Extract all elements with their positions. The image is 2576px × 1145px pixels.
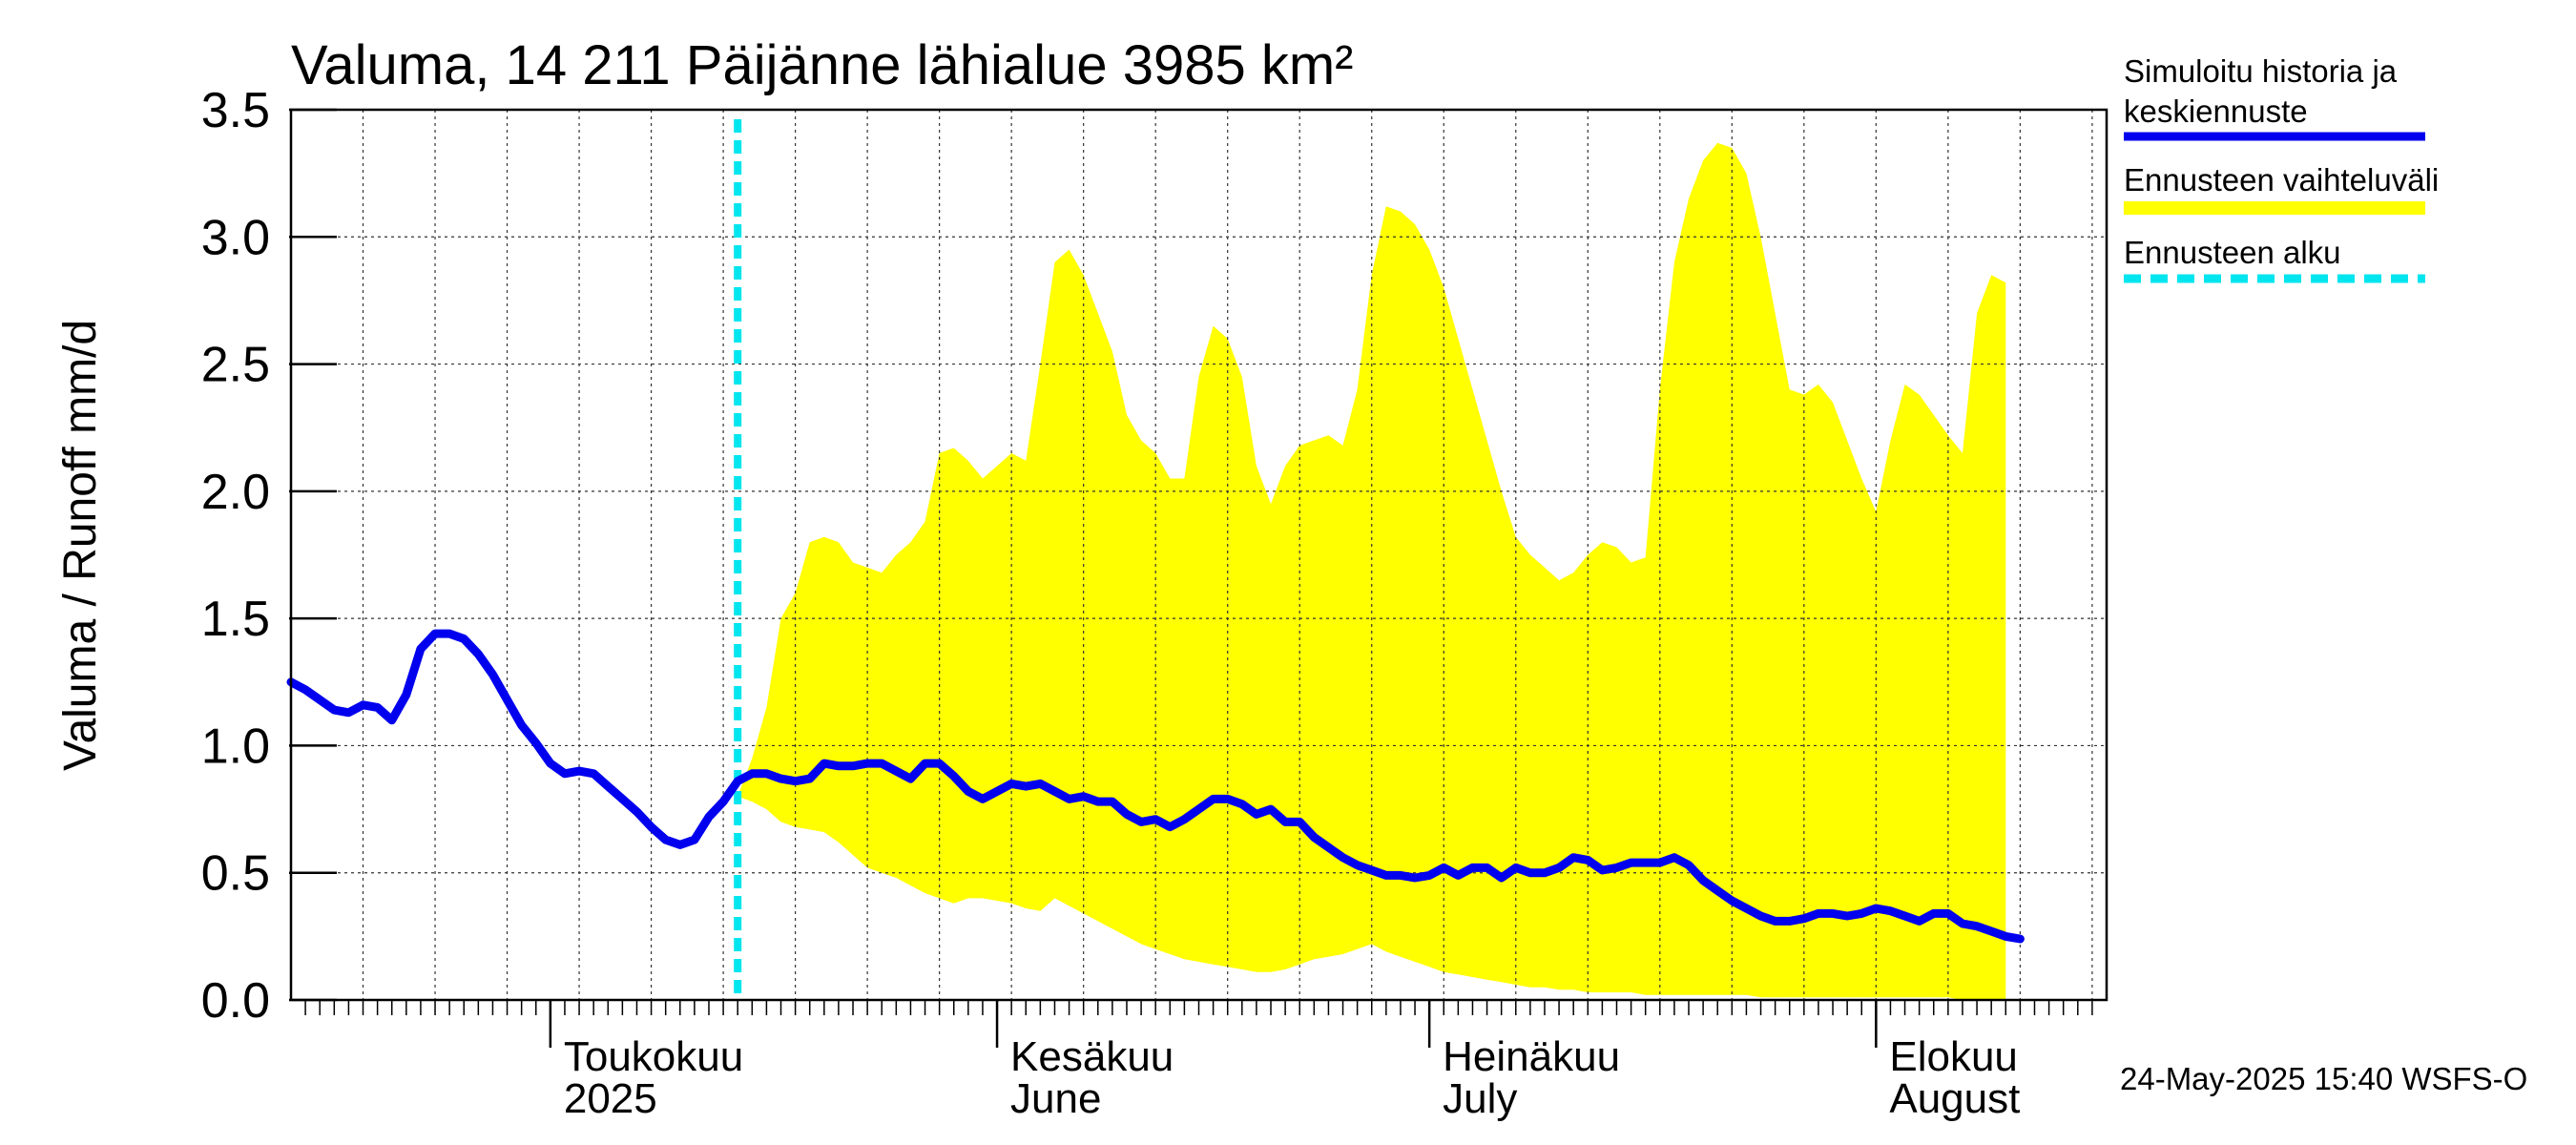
y-axis-label: Valuma / Runoff mm/d xyxy=(55,320,106,771)
legend-start-label: Ennusteen alku xyxy=(2124,235,2341,270)
chart-title: Valuma, 14 211 Päijänne lähialue 3985 km… xyxy=(291,34,1353,96)
x-month-label: Elokuu xyxy=(1889,1033,2018,1080)
y-tick-label: 1.5 xyxy=(201,592,270,647)
x-month-sublabel: June xyxy=(1010,1075,1101,1122)
legend: Simuloitu historia ja keskiennuste Ennus… xyxy=(2124,53,2439,283)
x-month-sublabel: 2025 xyxy=(564,1075,657,1122)
x-month-label: Kesäkuu xyxy=(1010,1033,1174,1080)
y-tick-label: 2.5 xyxy=(201,338,270,393)
legend-history-label-line2: keskiennuste xyxy=(2124,94,2308,129)
x-month-label: Heinäkuu xyxy=(1443,1033,1620,1080)
legend-range-label: Ennusteen vaihteluväli xyxy=(2124,162,2439,198)
y-tick-label: 1.0 xyxy=(201,718,270,774)
y-tick-label: 3.0 xyxy=(201,210,270,265)
history-line xyxy=(286,629,2025,944)
history-layer xyxy=(286,119,2025,1000)
x-month-label: Toukokuu xyxy=(564,1033,743,1080)
timestamp: 24-May-2025 15:40 WSFS-O xyxy=(2120,1061,2527,1096)
grid xyxy=(291,109,2107,1000)
y-tick-label: 0.5 xyxy=(201,846,270,902)
x-month-sublabel: July xyxy=(1443,1075,1517,1122)
y-tick-label: 0.0 xyxy=(201,973,270,1029)
legend-history-label-line1: Simuloitu historia ja xyxy=(2124,53,2398,89)
y-tick-label: 3.5 xyxy=(201,83,270,138)
x-month-sublabel: August xyxy=(1889,1075,2020,1122)
y-tick-label: 2.0 xyxy=(201,465,270,520)
